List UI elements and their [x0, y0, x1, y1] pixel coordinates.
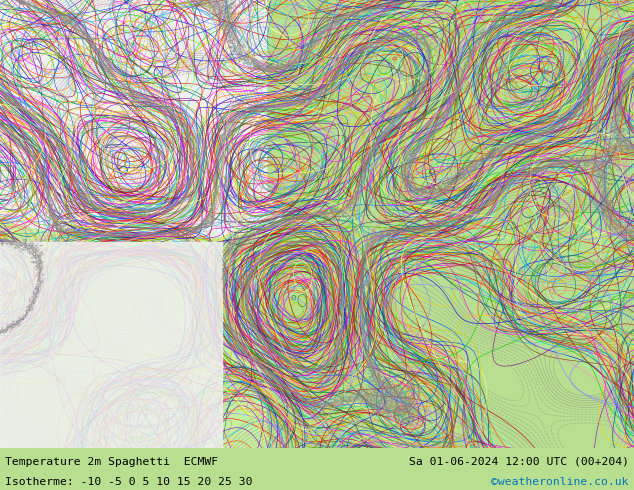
Polygon shape [0, 215, 266, 448]
Text: Sa 01-06-2024 12:00 UTC (00+204): Sa 01-06-2024 12:00 UTC (00+204) [409, 457, 629, 466]
Text: ©weatheronline.co.uk: ©weatheronline.co.uk [491, 477, 629, 487]
Polygon shape [0, 242, 222, 448]
Polygon shape [0, 0, 266, 246]
Polygon shape [0, 0, 285, 260]
Text: Isotherme: -10 -5 0 5 10 15 20 25 30: Isotherme: -10 -5 0 5 10 15 20 25 30 [5, 477, 252, 487]
Text: Temperature 2m Spaghetti  ECMWF: Temperature 2m Spaghetti ECMWF [5, 457, 218, 466]
